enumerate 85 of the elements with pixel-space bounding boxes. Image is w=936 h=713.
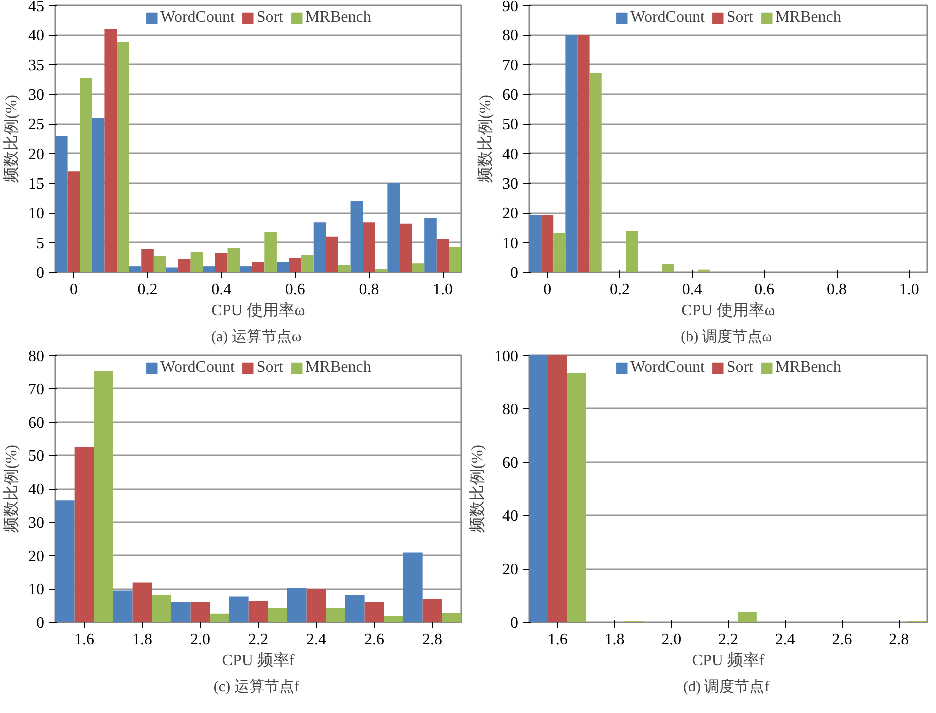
y-tick-label: 50	[28, 448, 44, 466]
y-tick-label: 0	[36, 265, 44, 282]
y-tick-label: 60	[502, 87, 518, 104]
legend-label: Sort	[256, 359, 284, 377]
legend-label: MRBench	[776, 9, 842, 27]
x-tick-label: 2.4	[775, 632, 796, 648]
legend-label: MRBench	[776, 359, 842, 377]
x-tick-label: 1.0	[433, 282, 454, 298]
y-tick-label: 60	[28, 414, 44, 432]
y-tick-label: 40	[28, 482, 44, 498]
text: (d) 调度节点f	[684, 678, 770, 696]
y-tick-label: 80	[502, 401, 518, 418]
x-tick-label: 2.4	[306, 632, 326, 648]
x-tick-label: 2.2	[718, 632, 738, 648]
y-tick-label: 60	[502, 454, 518, 472]
y-axis-title: 频数比例(%)	[2, 95, 20, 183]
x-axis-title: CPU 使用率ω	[682, 302, 776, 320]
y-tick-label: 10	[502, 235, 518, 252]
y-tick-label: 30	[502, 176, 518, 193]
x-tick-label: 0.8	[359, 282, 380, 298]
y-axis-title: 频数比例(%)	[2, 445, 20, 533]
x-tick-label: 2.8	[889, 632, 910, 648]
y-tick-label: 15	[28, 176, 44, 193]
legend-label: Sort	[726, 9, 754, 27]
y-tick-label: 10	[28, 206, 44, 223]
y-tick-label: 20	[502, 206, 518, 223]
y-tick-label: 90	[502, 0, 518, 16]
y-tick-label: 30	[28, 87, 44, 104]
y-tick-label: 40	[502, 508, 518, 526]
y-tick-label: 5	[36, 235, 44, 252]
legend-label: WordCount	[630, 9, 705, 27]
x-tick-label: 1.8	[132, 632, 152, 648]
x-tick-label: 0.4	[682, 282, 702, 298]
x-tick-label: 1.8	[604, 632, 625, 648]
text: (a) 运算节点ω	[211, 328, 302, 346]
x-tick-label: 2.8	[422, 632, 442, 648]
y-tick-label: 20	[28, 548, 44, 566]
y-tick-label: 20	[502, 562, 518, 579]
x-tick-label: 0.6	[754, 282, 775, 298]
y-tick-label: 25	[28, 116, 44, 134]
y-axis-title: 频数比例(%)	[476, 95, 494, 183]
y-tick-label: 0	[36, 615, 44, 632]
y-tick-label: 70	[28, 381, 44, 398]
legend-label: WordCount	[160, 359, 235, 377]
y-tick-label: 80	[502, 28, 518, 45]
y-tick-label: 50	[502, 116, 518, 134]
y-tick-label: 10	[28, 582, 44, 599]
y-tick-label: 70	[502, 57, 518, 74]
x-tick-label: 0.2	[610, 282, 630, 298]
y-tick-label: 100	[494, 348, 518, 366]
x-tick-label: 0.6	[285, 282, 306, 298]
x-axis-title: CPU 频率f	[692, 652, 766, 670]
y-tick-label: 35	[28, 57, 44, 74]
legend-label: MRBench	[306, 359, 372, 377]
y-axis-title: 频数比例(%)	[468, 445, 486, 533]
legend-label: WordCount	[630, 359, 705, 377]
text: (c) 运算节点f	[214, 678, 300, 696]
x-tick-label: 1.6	[74, 632, 94, 648]
x-tick-label: 2.6	[832, 632, 852, 648]
x-tick-label: 0.8	[827, 282, 848, 298]
x-tick-label: 1.6	[548, 632, 568, 648]
legend-label: Sort	[726, 359, 754, 377]
x-tick-label: 0.2	[138, 282, 158, 298]
y-tick-label: 40	[28, 28, 44, 45]
x-tick-label: 0.4	[212, 282, 232, 298]
x-tick-label: 2.0	[190, 632, 210, 648]
y-tick-label: 20	[28, 146, 44, 164]
x-tick-label: 1.0	[899, 282, 920, 298]
legend-label: Sort	[256, 9, 284, 27]
x-tick-label: 2.2	[248, 632, 268, 648]
x-axis-title: CPU 使用率ω	[212, 302, 306, 320]
y-tick-label: 45	[28, 0, 44, 16]
x-axis-title: CPU 频率f	[222, 652, 296, 670]
y-tick-label: 30	[28, 514, 44, 532]
y-tick-label: 0	[510, 615, 518, 632]
x-tick-label: 0	[70, 282, 78, 298]
y-tick-label: 0	[510, 265, 518, 282]
legend-label: MRBench	[306, 9, 372, 27]
x-tick-label: 0	[544, 282, 552, 298]
legend-label: WordCount	[160, 9, 235, 27]
text: (b) 调度节点ω	[681, 328, 772, 346]
x-tick-label: 2.0	[662, 632, 682, 648]
y-tick-label: 40	[502, 146, 518, 164]
x-tick-label: 2.6	[364, 632, 384, 648]
y-tick-label: 80	[28, 348, 44, 366]
